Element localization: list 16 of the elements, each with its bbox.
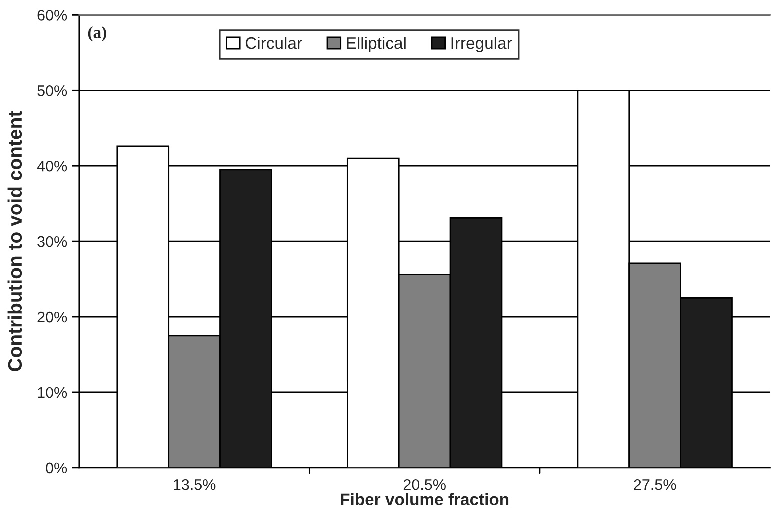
y-tick-label: 10% [38, 387, 68, 398]
legend-label: Circular [246, 36, 302, 50]
y-axis-title: Contribution to void content [8, 111, 22, 372]
x-tick-label: 13.5% [174, 479, 216, 490]
legend-label: Irregular [452, 36, 512, 53]
annotation: (a) [88, 26, 106, 42]
x-axis-title: Fiber volume fraction [341, 493, 509, 506]
y-tick-label: 0% [46, 462, 68, 474]
x-tick-label: 20.5% [404, 479, 446, 490]
y-tick-label: 50% [38, 86, 68, 96]
y-tick-label: 60% [38, 10, 68, 21]
y-tick-label: 40% [37, 160, 68, 172]
x-tick-label: 27.5% [634, 479, 676, 490]
y-tick-label: 30% [38, 236, 68, 248]
legend-label: Elliptical [347, 36, 406, 53]
y-tick-label: 20% [38, 312, 68, 323]
